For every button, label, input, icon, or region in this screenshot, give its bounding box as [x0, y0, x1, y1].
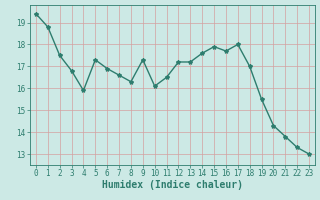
X-axis label: Humidex (Indice chaleur): Humidex (Indice chaleur): [102, 180, 243, 190]
